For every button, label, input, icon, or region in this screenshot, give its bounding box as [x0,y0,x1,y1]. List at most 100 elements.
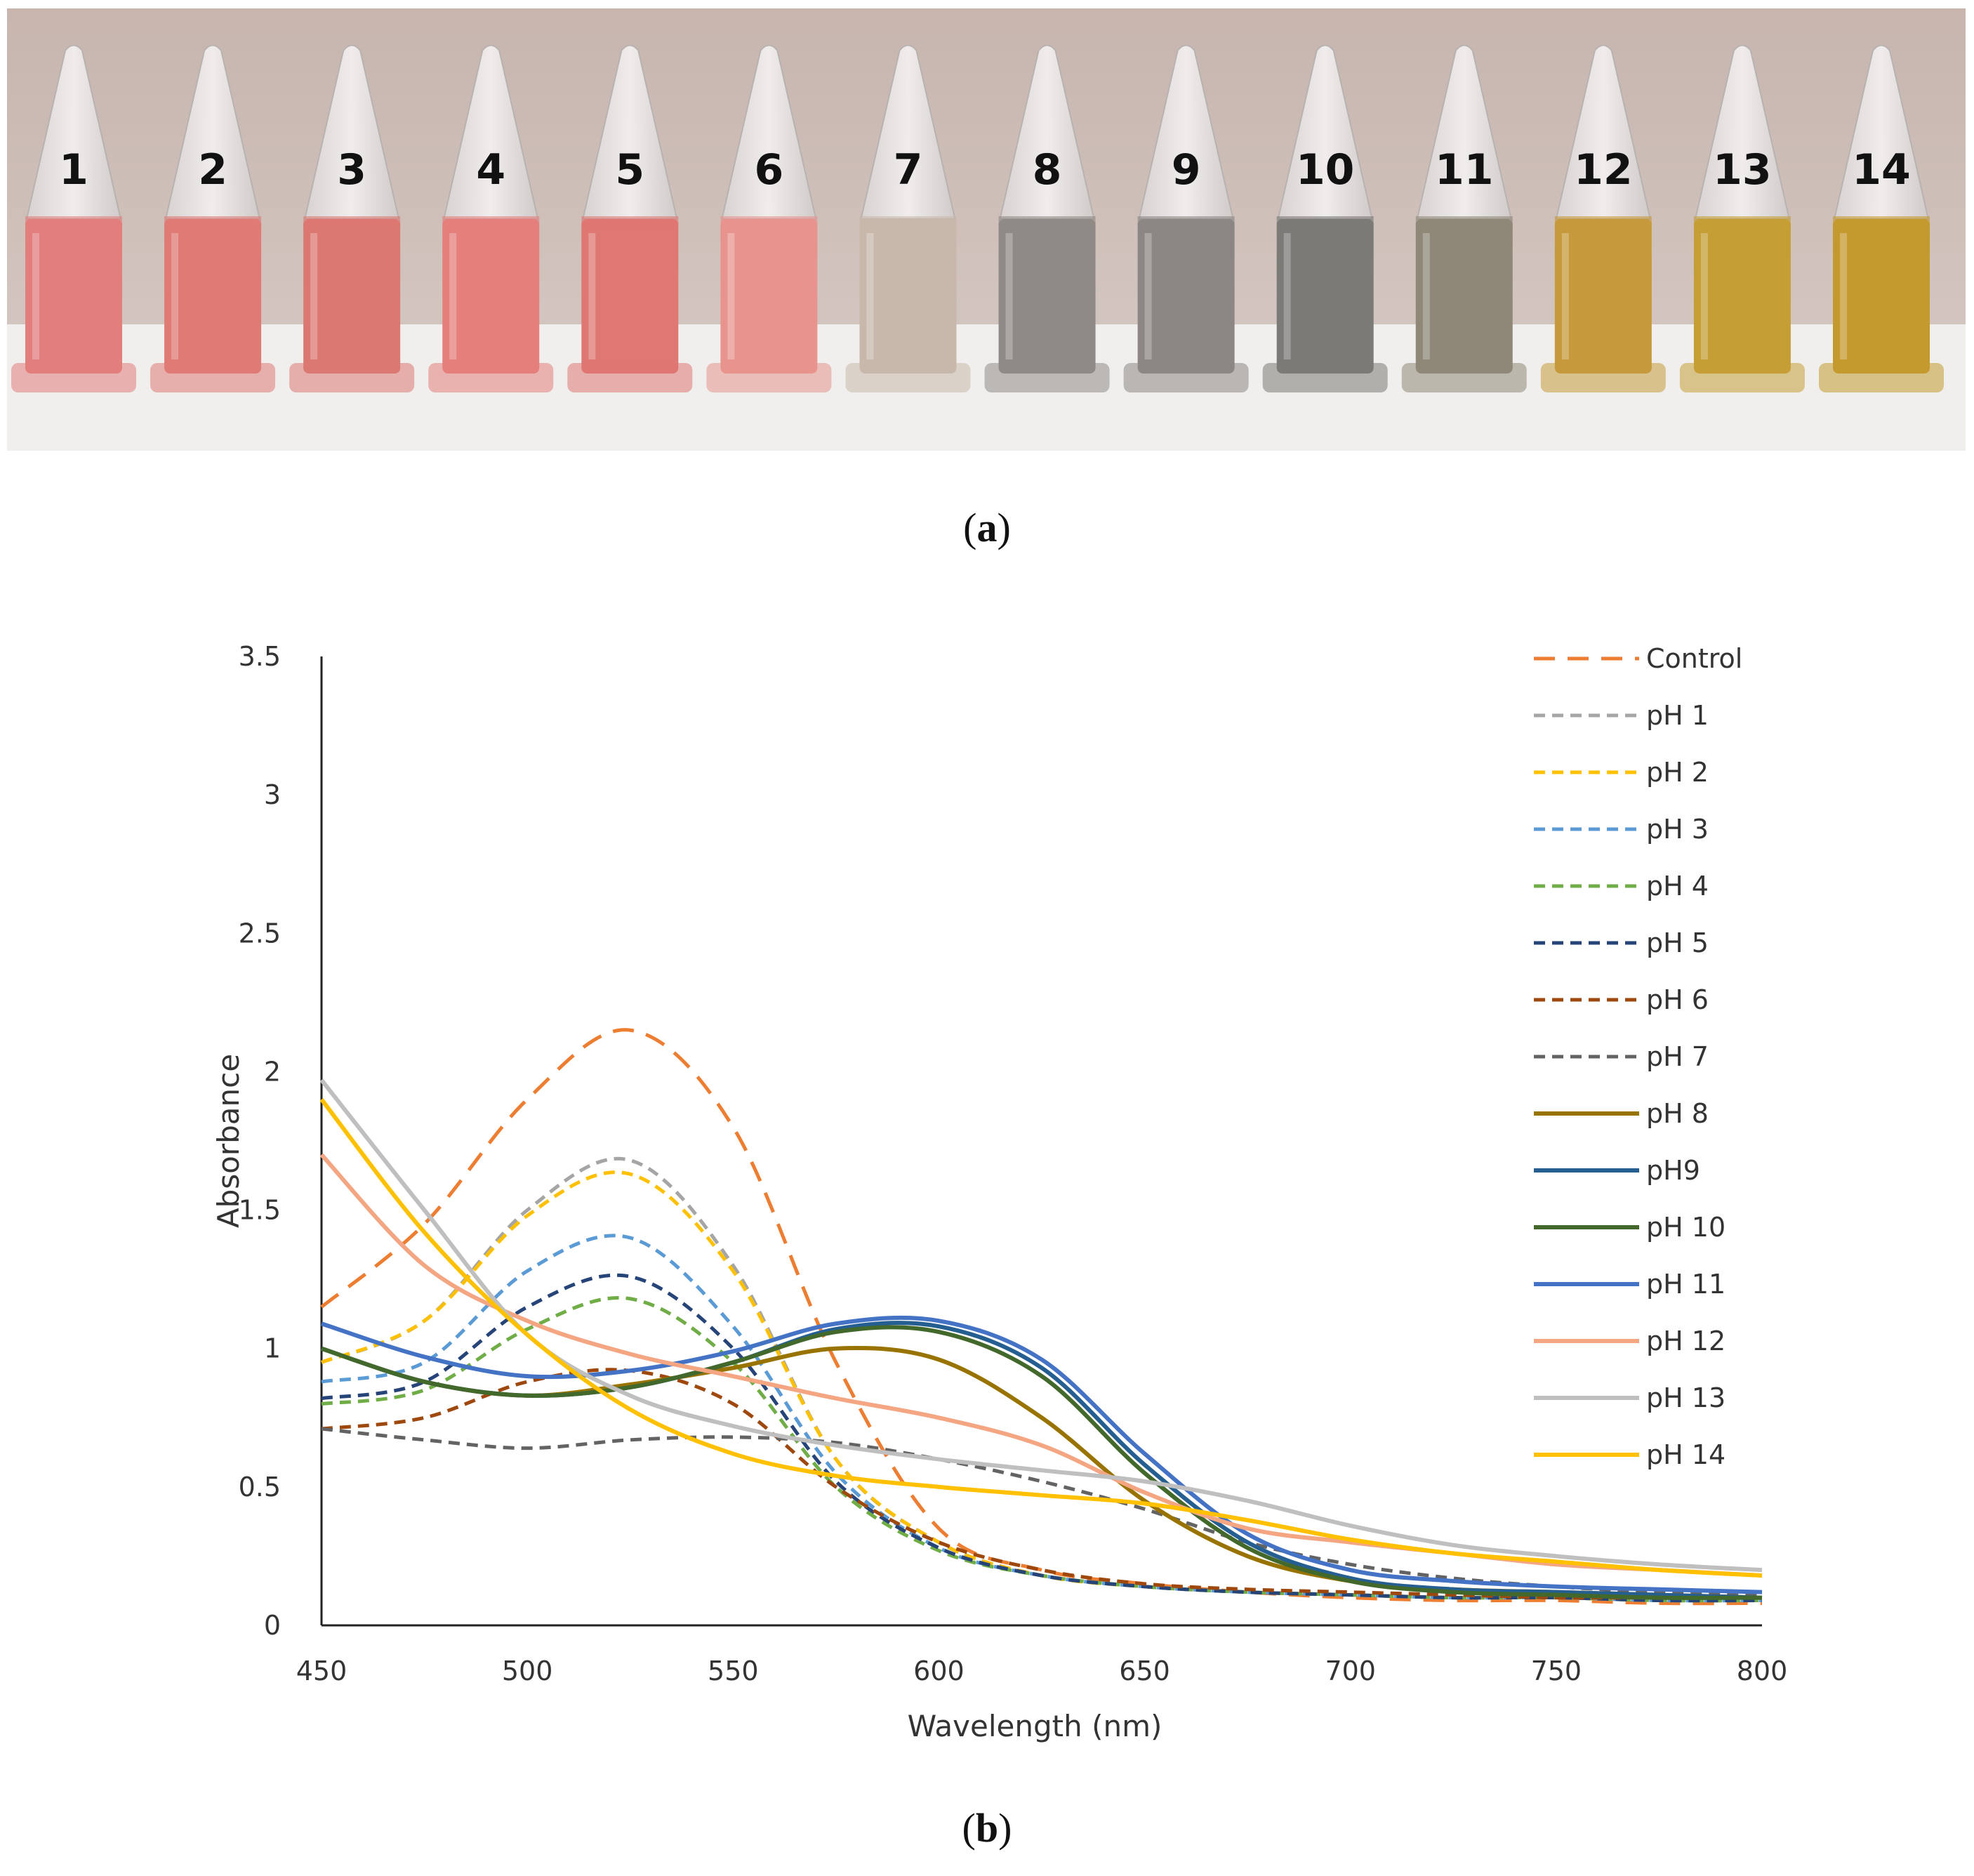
absorbance-chart: 0 0.5 1 1.5 2 2.5 3 3.5 450 500 550 600 650 700 750 800… [211,641,1788,1743]
tube-number-5: 5 [615,145,644,194]
tube-meniscus-12 [1554,216,1652,226]
tube-cap-13 [1694,44,1791,220]
tube-number-7: 7 [894,145,923,194]
panel-a-close: ) [997,505,1011,550]
tube-highlight-8 [1005,233,1013,359]
legend-label-ph5: pH 5 [1646,927,1709,958]
tube-liquid-3 [303,219,401,374]
tube-3: 3 [289,44,415,392]
tube-highlight-14 [1840,233,1847,359]
tube-cap-7 [860,44,956,220]
tube-liquid-9 [1137,219,1235,374]
series-line-ph14 [319,1098,1763,1578]
tube-meniscus-14 [1833,216,1930,226]
tube-base-1 [11,363,136,392]
tube-7: 7 [845,44,971,392]
x-axis-title: Wavelength (nm) [908,1709,1162,1743]
x-tick-label: 800 [1737,1656,1788,1686]
tube-meniscus-7 [859,216,957,226]
y-tick-label: 3.5 [239,641,281,672]
tube-liquid-1 [25,219,122,374]
series-line-ph2 [321,1170,1763,1603]
tube-number-1: 1 [59,145,88,194]
panel-b-letter: b [975,1805,999,1851]
y-tick-label: 1 [264,1333,281,1364]
tube-base-3 [289,363,415,392]
tube-cap-11 [1416,44,1513,220]
series-line-control [320,1028,1763,1606]
legend-label-ph9: pH9 [1646,1155,1700,1186]
tube-liquid-7 [859,219,957,374]
legend-label-ph13: pH 13 [1646,1382,1725,1413]
series-line-ph7 [321,1427,1763,1597]
tube-number-14: 14 [1852,145,1911,194]
tube-10: 10 [1262,44,1388,392]
tube-cap-10 [1277,44,1373,220]
tube-meniscus-2 [164,216,262,226]
tube-meniscus-3 [303,216,401,226]
y-tick-label: 1.5 [239,1195,281,1226]
tube-liquid-13 [1693,219,1791,374]
tube-base-13 [1679,363,1805,392]
panel-a-letter: a [976,505,998,550]
tube-8: 8 [984,44,1110,392]
y-tick-label: 2 [264,1056,281,1087]
x-tick-label: 650 [1119,1656,1170,1686]
tube-meniscus-10 [1276,216,1374,226]
tube-base-10 [1262,363,1388,392]
tube-liquid-6 [720,219,818,374]
tube-number-9: 9 [1172,145,1201,194]
legend-label-ph3: pH 3 [1646,814,1709,845]
tube-base-9 [1123,363,1249,392]
tube-highlight-9 [1144,233,1152,359]
tube-highlight-12 [1561,233,1569,359]
tube-number-3: 3 [337,145,366,194]
tube-14: 14 [1819,44,1944,392]
tube-cap-12 [1555,44,1652,220]
tube-cap-4 [442,44,539,220]
tube-cap-14 [1833,44,1930,220]
tube-meniscus-5 [581,216,679,226]
tube-number-11: 11 [1435,145,1494,194]
y-tick-label: 0 [264,1610,281,1641]
tube-meniscus-1 [25,216,122,226]
tube-number-2: 2 [198,145,227,194]
legend-label-ph8: pH 8 [1646,1098,1709,1129]
legend-label-control: Control [1646,643,1742,674]
x-tick-label: 750 [1531,1656,1582,1686]
series-line-ph10 [321,1325,1763,1600]
x-tick-label: 500 [502,1656,553,1686]
tube-cap-9 [1138,44,1234,220]
tube-base-4 [428,363,554,392]
tube-cap-6 [721,44,817,220]
tube-cap-2 [164,44,261,220]
y-tick-label: 2.5 [239,918,281,949]
legend-label-ph11: pH 11 [1646,1269,1725,1300]
tube-liquid-8 [998,219,1096,374]
tube-6: 6 [706,44,832,392]
tube-13: 13 [1679,44,1805,392]
x-tick-label: 450 [296,1656,347,1686]
tube-number-13: 13 [1713,145,1772,194]
x-tick-label: 600 [913,1656,965,1686]
tube-highlight-13 [1700,233,1708,359]
tube-highlight-5 [588,233,596,359]
tube-1: 1 [11,44,136,392]
tube-5: 5 [567,44,693,392]
legend-label-ph12: pH 12 [1646,1326,1725,1356]
panel-a-label: (a) [882,504,1092,551]
tube-liquid-14 [1833,219,1930,374]
x-tick-label: 700 [1325,1656,1376,1686]
tube-base-12 [1540,363,1666,392]
tube-base-11 [1401,363,1527,392]
legend-label-ph6: pH 6 [1646,984,1709,1015]
tube-9: 9 [1123,44,1249,392]
tube-number-6: 6 [755,145,784,194]
series-line-ph12 [319,1153,1763,1578]
tube-cap-3 [303,44,400,220]
tube-highlight-11 [1422,233,1430,359]
tube-highlight-2 [171,233,179,359]
legend-label-ph2: pH 2 [1646,757,1709,788]
panel-a-open: ( [963,505,977,550]
tube-11: 11 [1401,44,1527,392]
